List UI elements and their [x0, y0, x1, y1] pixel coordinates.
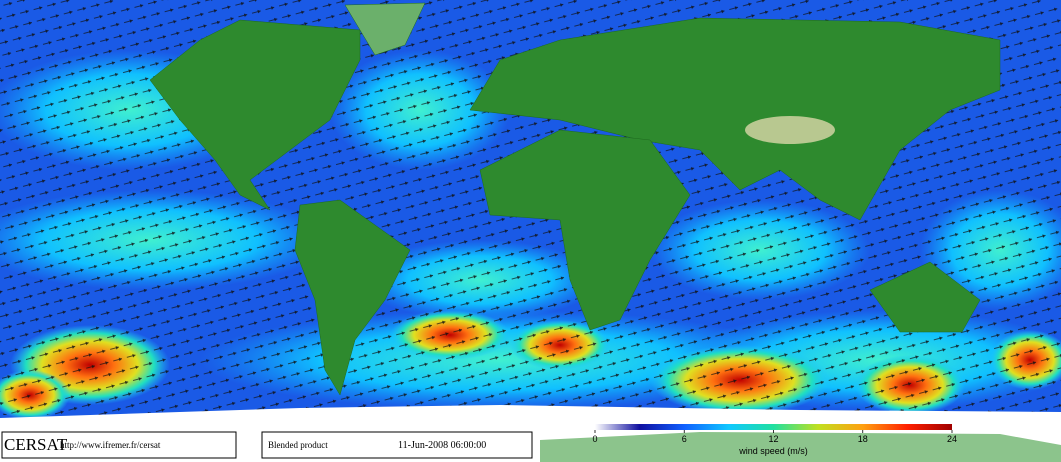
land — [149, 2, 1001, 396]
colorbar-gradient — [595, 424, 952, 430]
url: http://www.ifremer.fr/cersat — [60, 440, 161, 450]
colorbar-label: wind speed (m/s) — [738, 446, 808, 456]
antarctica — [0, 405, 1061, 430]
colorbar-tick-label: 24 — [947, 434, 957, 444]
logo: CERSAT — [4, 435, 68, 454]
colorbar-tick-label: 18 — [858, 434, 868, 444]
colorbar-tick-label: 6 — [682, 434, 687, 444]
timestamp: 11-Jun-2008 06:00:00 — [398, 440, 486, 451]
product: Blended product — [268, 440, 328, 450]
colorbar: 0 6 12 18 24 wind speed (m/s) — [592, 424, 957, 456]
info-box — [261, 431, 533, 459]
logo-box — [1, 431, 237, 459]
antarctic-land — [540, 432, 1061, 462]
colorbar-tick-label: 0 — [592, 434, 597, 444]
colorbar-tick-label: 12 — [768, 434, 778, 444]
